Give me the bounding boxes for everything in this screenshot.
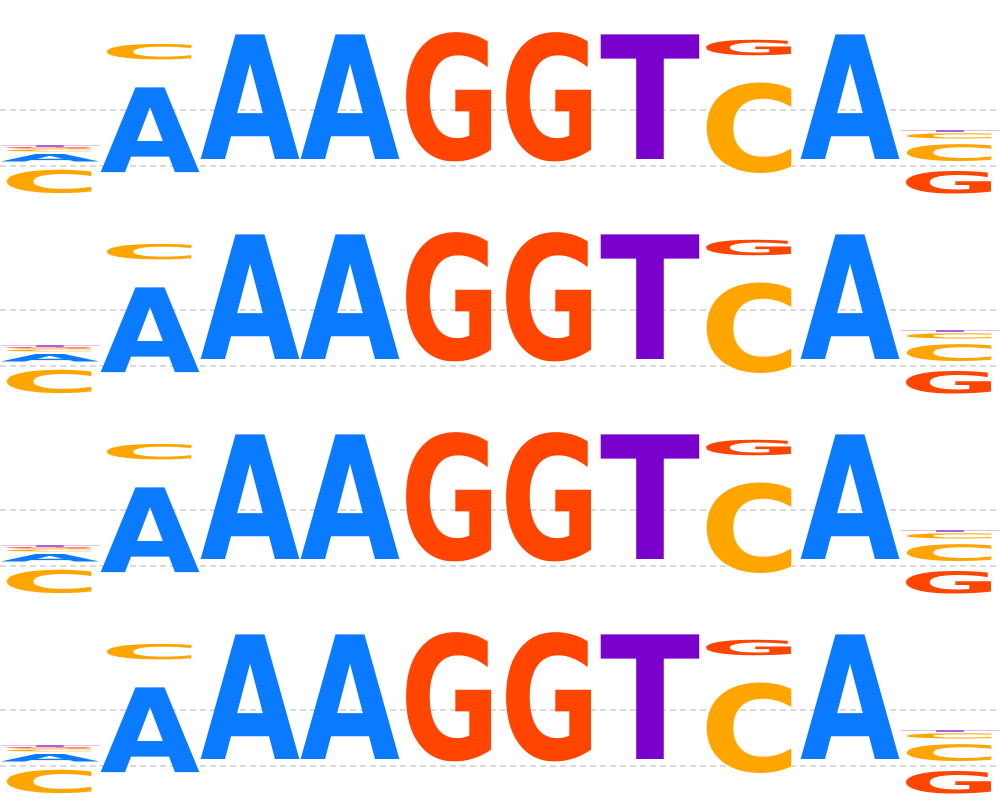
logo-letter-t: T xyxy=(600,400,700,600)
logo-letter-t: T xyxy=(0,745,100,747)
logo-letter-g: G xyxy=(0,547,100,549)
logo-letter-c: C xyxy=(0,764,100,800)
logo-letter-a: A xyxy=(300,0,400,200)
logo-letter-c: C xyxy=(0,164,100,200)
logo-letter-t: T xyxy=(900,530,1000,532)
logo-letter-c: C xyxy=(900,340,1000,366)
logo-letter-g: G xyxy=(700,636,800,660)
logo-letter-c: C xyxy=(900,732,1000,740)
logo-letter-g: G xyxy=(700,236,800,260)
logo-letter-c: C xyxy=(700,61,800,200)
logo-letter-a: A xyxy=(300,600,400,800)
logo-letter-g: G xyxy=(500,201,600,400)
logo-letter-g: G xyxy=(900,366,1000,400)
logo-letter-a: A xyxy=(200,600,300,800)
logo-letter-c: C xyxy=(700,261,800,400)
logo-letter-c: C xyxy=(0,549,100,552)
logo-letter-a: A xyxy=(200,200,300,400)
logo-letter-t: T xyxy=(0,345,100,347)
logo-letter-a: A xyxy=(100,64,200,199)
logo-letter-c: C xyxy=(100,640,200,664)
logo-letter-c: C xyxy=(0,364,100,400)
logo-letter-g: G xyxy=(700,36,800,60)
logo-letter-t: T xyxy=(900,330,1000,332)
logo-letter-t: T xyxy=(0,145,100,147)
logo-letter-a: A xyxy=(300,400,400,600)
logo-letter-c: C xyxy=(900,140,1000,166)
logo-letter-c: C xyxy=(900,540,1000,566)
logo-letter-g: G xyxy=(900,766,1000,800)
gridlines xyxy=(0,109,1000,767)
logo-letter-a: A xyxy=(100,464,200,599)
logo-letter-c: C xyxy=(900,532,1000,540)
logo-letter-g: G xyxy=(900,166,1000,200)
logo-letter-c: C xyxy=(700,461,800,600)
logo-letter-t: T xyxy=(600,600,700,800)
logo-letter-a: A xyxy=(0,752,100,764)
logo-letter-c: C xyxy=(700,661,800,800)
logo-letter-t: T xyxy=(900,730,1000,732)
logo-letter-g: G xyxy=(900,566,1000,600)
logo-letter-a: A xyxy=(0,152,100,164)
logo-letter-g: G xyxy=(500,1,600,200)
logo-letter-a: A xyxy=(0,552,100,564)
logo-letter-a: A xyxy=(800,200,900,400)
logo-letter-a: A xyxy=(800,0,900,200)
logo-letter-c: C xyxy=(900,740,1000,766)
logo-letter-c: C xyxy=(0,564,100,600)
logo-letter-a: A xyxy=(800,600,900,800)
logo-letter-a: A xyxy=(300,200,400,400)
logo-letter-a: A xyxy=(100,264,200,399)
logo-letter-c: C xyxy=(100,40,200,64)
logo-letter-t: T xyxy=(0,545,100,547)
logo-letter-t: T xyxy=(600,0,700,200)
logo-letter-g: G xyxy=(700,436,800,460)
logo-letter-c: C xyxy=(900,132,1000,140)
logo-letter-c: C xyxy=(0,149,100,152)
logo-letter-g: G xyxy=(500,401,600,600)
logo-letter-c: C xyxy=(100,440,200,464)
logo-letter-c: C xyxy=(0,749,100,752)
logo-letter-a: A xyxy=(0,352,100,364)
logo-letter-a: A xyxy=(100,664,200,799)
logo-letter-c: C xyxy=(100,240,200,264)
logo-letter-t: T xyxy=(900,130,1000,132)
logo-letter-g: G xyxy=(500,601,600,800)
logo-letter-g: G xyxy=(0,347,100,349)
logo-letter-t: T xyxy=(600,200,700,400)
logo-letter-g: G xyxy=(400,401,500,600)
logo-letter-g: G xyxy=(400,601,500,800)
logo-letter-a: A xyxy=(200,0,300,200)
logo-letter-a: A xyxy=(200,400,300,600)
logo-letter-g: G xyxy=(0,747,100,749)
logo-letter-g: G xyxy=(400,1,500,200)
logo-letter-g: G xyxy=(400,201,500,400)
logo-letter-c: C xyxy=(900,332,1000,340)
logo-letter-g: G xyxy=(0,147,100,149)
logo-letter-c: C xyxy=(0,349,100,352)
logo-letter-a: A xyxy=(800,400,900,600)
